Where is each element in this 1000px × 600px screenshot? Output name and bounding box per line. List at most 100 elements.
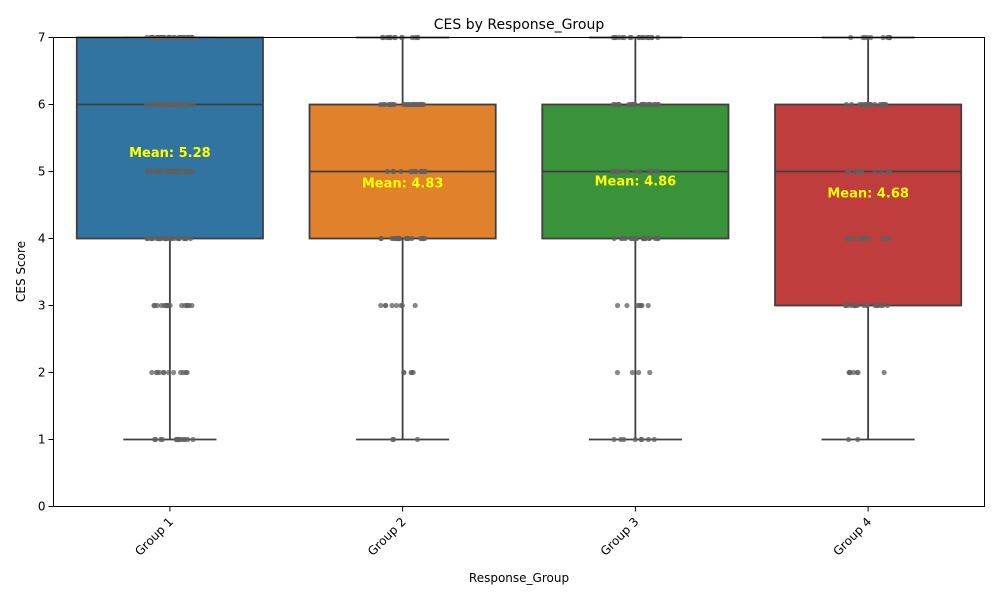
data-point <box>189 302 195 309</box>
data-point <box>861 101 867 108</box>
data-point <box>154 302 160 309</box>
box-group-2: Mean: 4.83 <box>308 34 497 443</box>
data-point <box>645 302 651 309</box>
y-tick-label: 3 <box>38 299 46 313</box>
data-point <box>632 235 639 242</box>
data-point <box>851 235 857 242</box>
data-point <box>624 168 630 175</box>
data-point <box>614 302 621 309</box>
data-point <box>616 101 622 108</box>
y-tick-label: 6 <box>38 98 46 112</box>
data-point <box>157 369 163 376</box>
y-tick-label: 2 <box>38 366 46 380</box>
data-point <box>382 101 388 108</box>
data-point <box>612 101 618 108</box>
data-point <box>190 436 196 443</box>
data-point <box>179 302 185 309</box>
data-point <box>162 168 168 175</box>
data-point <box>632 168 638 175</box>
data-point <box>183 235 189 242</box>
y-tick-label: 0 <box>38 500 46 514</box>
data-point <box>635 302 641 309</box>
y-axis: 0 1 2 3 4 5 6 7 <box>38 31 54 514</box>
data-point <box>422 235 428 242</box>
data-point <box>144 101 150 108</box>
data-point <box>394 235 400 242</box>
data-point <box>609 168 615 175</box>
data-point <box>389 302 395 309</box>
data-point <box>187 168 193 175</box>
data-point <box>636 168 642 175</box>
data-point <box>414 436 421 443</box>
data-point <box>654 235 660 242</box>
data-point <box>175 235 181 242</box>
chart-title: CES by Response_Group <box>434 17 605 33</box>
plot-frame <box>53 37 985 507</box>
data-point <box>862 235 868 242</box>
data-point <box>614 369 621 376</box>
data-point <box>854 302 861 309</box>
data-point <box>652 101 658 108</box>
data-point <box>149 101 155 108</box>
mean-label: Mean: 4.83 <box>362 176 444 191</box>
data-point <box>183 369 189 376</box>
data-point <box>408 369 414 376</box>
box-iqr <box>774 103 963 307</box>
data-point <box>422 168 429 175</box>
data-point <box>646 168 653 175</box>
x-tick-label: Group 2 <box>365 515 409 559</box>
data-point <box>409 101 415 108</box>
data-point <box>413 168 419 175</box>
data-point <box>384 168 390 175</box>
data-point <box>843 302 849 309</box>
data-point <box>884 302 891 309</box>
data-point <box>165 369 172 376</box>
data-point <box>150 235 156 242</box>
y-tick-label: 5 <box>38 165 46 179</box>
data-point <box>872 101 878 108</box>
data-point <box>187 235 194 242</box>
data-point <box>398 168 404 175</box>
data-point <box>654 168 661 175</box>
data-point <box>614 168 620 175</box>
data-point <box>390 436 396 443</box>
data-point <box>645 436 652 443</box>
data-point <box>391 101 397 108</box>
data-point <box>855 436 861 443</box>
data-point <box>845 436 852 443</box>
data-point <box>164 302 170 309</box>
data-point <box>382 302 388 309</box>
data-point <box>878 302 884 309</box>
data-point <box>846 235 852 242</box>
data-point <box>618 235 624 242</box>
data-point <box>170 168 176 175</box>
data-point <box>378 302 384 309</box>
data-point <box>848 101 855 108</box>
data-point <box>154 235 160 242</box>
data-point <box>639 436 645 443</box>
data-point <box>846 168 852 175</box>
data-point <box>881 369 887 376</box>
data-point <box>176 168 182 175</box>
x-axis: Group 1 Group 2 Group 3 Group 4 <box>132 506 874 559</box>
x-tick-label: Group 3 <box>598 515 642 559</box>
data-point <box>880 101 886 108</box>
data-point <box>155 101 161 108</box>
data-point <box>144 235 150 242</box>
data-point <box>169 235 175 242</box>
data-point <box>642 235 649 242</box>
data-point <box>858 168 865 175</box>
y-tick-label: 1 <box>38 433 46 447</box>
data-point <box>646 235 652 242</box>
data-point <box>418 168 424 175</box>
data-point <box>412 101 419 108</box>
data-point <box>393 302 399 309</box>
data-point <box>866 235 872 242</box>
data-point <box>389 235 395 242</box>
data-point <box>159 436 165 443</box>
data-point <box>622 235 629 242</box>
data-point <box>391 168 397 175</box>
box-group-3: Mean: 4.86 <box>541 34 730 443</box>
data-point <box>377 101 384 108</box>
